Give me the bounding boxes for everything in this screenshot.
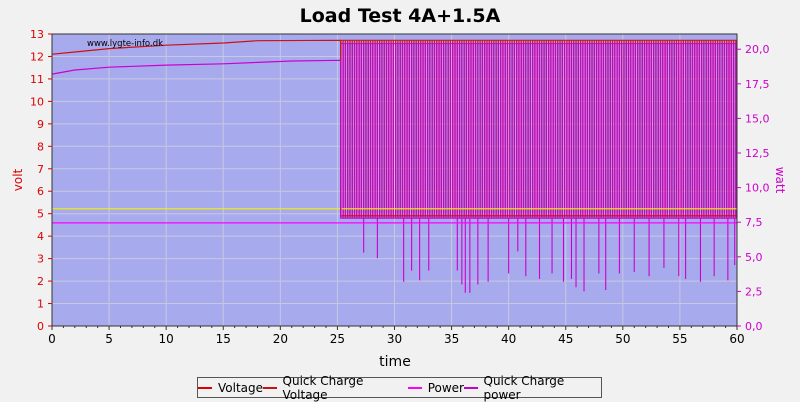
watermark: www.lygte-info.dk <box>87 39 163 49</box>
y-tick-label-right: 0,0 <box>745 320 763 333</box>
y-tick-label-right: 12,5 <box>745 147 770 160</box>
legend-item-quick-charge-power: Quick Charge power <box>463 373 601 402</box>
y-tick-label-right: 2,5 <box>745 285 763 298</box>
quick-charge-power-line <box>51 59 737 219</box>
x-tick-label: 40 <box>501 332 516 346</box>
series-layer <box>51 39 737 293</box>
y-tick-label-left: 4 <box>37 230 44 243</box>
y-tick-label-left: 8 <box>37 140 44 153</box>
chart-title: Load Test 4A+1.5A <box>300 5 501 27</box>
x-tick-label: 45 <box>558 332 573 346</box>
x-tick-label: 5 <box>105 332 113 346</box>
x-tick-label: 0 <box>48 332 56 346</box>
x-tick-label: 55 <box>672 332 687 346</box>
legend-swatch-quick-charge-power <box>463 386 478 389</box>
legend-item-quick-charge-voltage: Quick Charge Voltage <box>263 374 408 402</box>
x-tick-label: 15 <box>216 332 231 346</box>
x-tick-label: 25 <box>330 332 345 346</box>
y-tick-label-right: 10,0 <box>745 182 770 195</box>
legend-label-power: Power <box>427 380 464 395</box>
x-tick-label: 60 <box>729 332 744 346</box>
legend-label-voltage: Voltage <box>218 380 264 395</box>
legend-item-power: Power <box>407 380 464 395</box>
y-tick-label-left: 0 <box>37 320 44 333</box>
legend-swatch-quick-charge-voltage <box>263 386 277 389</box>
x-tick-label: 10 <box>159 332 174 346</box>
right-axis: 0,0 2,5 5,0 7,5 10,0 12,5 15,0 17,5 20,0 <box>737 43 770 333</box>
y-tick-label-right: 7,5 <box>745 216 763 229</box>
x-tick-label: 35 <box>444 332 459 346</box>
y-tick-label-left: 6 <box>37 185 44 198</box>
y-tick-label-right: 17,5 <box>745 78 770 91</box>
y-tick-label-left: 5 <box>37 208 44 221</box>
y-tick-label-right: 5,0 <box>745 251 763 264</box>
legend-label-quick-charge-voltage: Quick Charge Voltage <box>282 373 364 402</box>
x-axis-label: time <box>379 354 411 370</box>
y-tick-label-right: 20,0 <box>745 43 770 56</box>
y-tick-label-left: 1 <box>37 298 44 311</box>
y-tick-label-left: 10 <box>30 95 44 108</box>
y-tick-label-left: 13 <box>30 28 44 41</box>
x-axis: 0 5 10 15 20 25 30 35 40 45 50 55 60 <box>48 326 745 346</box>
legend-swatch-voltage <box>198 386 212 389</box>
y-tick-label-right: 15,0 <box>745 112 770 125</box>
y-tick-label-left: 7 <box>37 163 44 176</box>
y-tick-label-left: 9 <box>37 118 44 131</box>
legend: Voltage Quick Charge Voltage Power Quick… <box>197 374 602 402</box>
y-axis-label-left: volt <box>11 168 25 191</box>
legend-item-voltage: Voltage <box>198 381 263 395</box>
x-tick-label: 50 <box>615 332 630 346</box>
y-tick-label-left: 3 <box>37 253 44 266</box>
x-tick-label: 20 <box>273 332 288 346</box>
y-tick-label-left: 11 <box>30 73 44 86</box>
x-tick-label: 30 <box>387 332 402 346</box>
y-tick-label-left: 12 <box>30 50 44 63</box>
legend-swatch-power <box>407 386 422 389</box>
legend-label-quick-charge-power: Quick Charge power <box>483 373 565 402</box>
y-tick-label-left: 2 <box>37 275 44 288</box>
y-axis-label-right: watt <box>773 167 787 194</box>
